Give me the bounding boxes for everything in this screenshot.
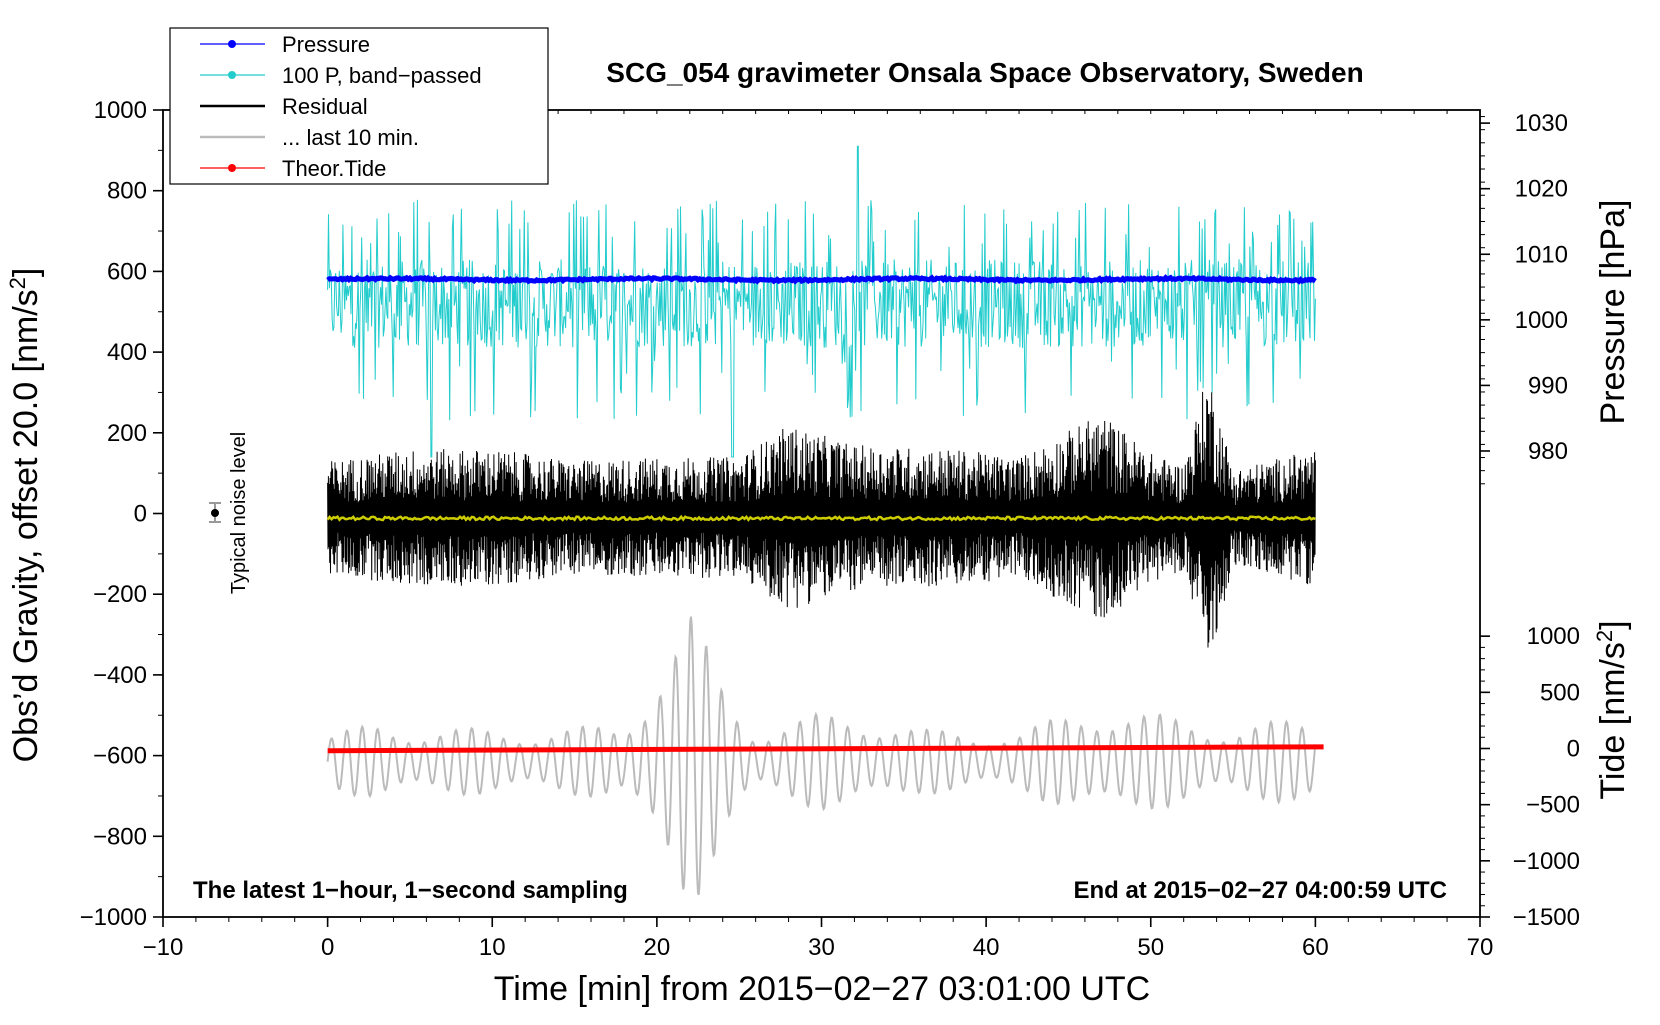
y-tick-label: 400: [107, 339, 147, 366]
legend: Pressure 100 P, band−passed Residual ... la…: [169, 27, 549, 185]
legend-swatch-marker: [228, 164, 236, 172]
x-tick-label: 40: [973, 934, 1000, 961]
pressure-tick-label: 1010: [1515, 241, 1568, 268]
tide-axis-title-tail: ]: [1594, 620, 1632, 629]
series-residual: [327, 391, 1316, 648]
legend-label: Theor.Tide: [282, 156, 386, 181]
x-tick-label: 10: [479, 934, 506, 961]
noise-marker: Typical noise level: [209, 432, 250, 594]
tide-tick-label: −1500: [1513, 904, 1580, 931]
y-tick-label: −800: [93, 823, 147, 850]
note-left: The latest 1−hour, 1−second sampling: [193, 877, 628, 904]
legend-swatch-marker: [228, 40, 236, 48]
noise-label: Typical noise level: [228, 432, 250, 594]
x-tick-label: 70: [1467, 934, 1494, 961]
pressure-tick-label: 990: [1528, 372, 1568, 399]
y-axis-ticks: 1000 800 600 400 200 0 −200 −400 −600 −800 −1000: [80, 97, 163, 931]
y-tick-label: −600: [93, 743, 147, 770]
chart-title: SCG_054 gravimeter Onsala Space Observat…: [606, 57, 1363, 88]
tide-tick-label: −1000: [1513, 848, 1580, 875]
x-tick-label: 60: [1302, 934, 1329, 961]
pressure-tick-label: 1000: [1515, 307, 1568, 334]
tide-tick-label: 500: [1540, 679, 1580, 706]
tide-axis-ticks: 1000 500 0 −500 −1000 −1500: [1480, 623, 1580, 931]
y-axis-title-left-sup: 2: [5, 277, 30, 289]
series-pressure: [326, 274, 1317, 285]
tide-axis-title-sup: 2: [1592, 630, 1617, 642]
legend-label: ... last 10 min.: [282, 125, 419, 150]
x-axis-title: Time [min] from 2015−02−27 03:01:00 UTC: [494, 970, 1150, 1008]
pressure-axis-title: Pressure [hPa]: [1594, 200, 1632, 425]
y-axis-title-left-tail: ]: [7, 268, 45, 277]
tide-tick-label: −500: [1526, 792, 1580, 819]
legend-swatch-marker: [228, 71, 236, 79]
series-theor-tide: [327, 744, 1324, 754]
pressure-tick-label: 980: [1528, 438, 1568, 465]
y-tick-label: 1000: [94, 97, 147, 124]
y-tick-label: 200: [107, 420, 147, 447]
pressure-tick-label: 1020: [1515, 176, 1568, 203]
series-smoothed-residual: [326, 514, 1316, 522]
y-tick-label: −200: [93, 581, 147, 608]
x-tick-label: −10: [143, 934, 184, 961]
y-tick-label: 0: [134, 501, 147, 528]
pressure-tick-label: 1030: [1515, 110, 1568, 137]
tide-tick-label: 0: [1567, 736, 1580, 763]
series-band-passed: [327, 145, 1316, 458]
x-axis-ticks: −10 0 10 20 30 40 50 60 70: [143, 110, 1494, 961]
y-tick-label: −1000: [80, 904, 147, 931]
x-tick-label: 20: [644, 934, 671, 961]
legend-label: 100 P, band−passed: [282, 63, 482, 88]
y-tick-label: 800: [107, 178, 147, 205]
x-tick-label: 30: [808, 934, 835, 961]
pressure-axis-ticks: 1030 1020 1010 1000 990 980: [1480, 110, 1568, 485]
tide-axis-title-main: Tide [nm/s: [1594, 642, 1632, 799]
x-tick-label: 0: [321, 934, 334, 961]
y-axis-title-left-main: Obs’d Gravity, offset 20.0 [nm/s: [7, 289, 45, 762]
traces-layer: [326, 145, 1324, 896]
y-axis-title-left: Obs’d Gravity, offset 20.0 [nm/s2]: [5, 268, 45, 763]
x-tick-label: 50: [1137, 934, 1164, 961]
y-tick-label: −400: [93, 662, 147, 689]
y-tick-label: 600: [107, 258, 147, 285]
legend-label: Pressure: [282, 32, 370, 57]
noise-point: [211, 509, 219, 517]
series-last-10-min: [326, 616, 1317, 896]
legend-label: Residual: [282, 94, 368, 119]
tide-axis-title: Tide [nm/s2]: [1592, 620, 1632, 799]
tide-tick-label: 1000: [1527, 623, 1580, 650]
note-right: End at 2015−02−27 04:00:59 UTC: [1073, 877, 1447, 904]
